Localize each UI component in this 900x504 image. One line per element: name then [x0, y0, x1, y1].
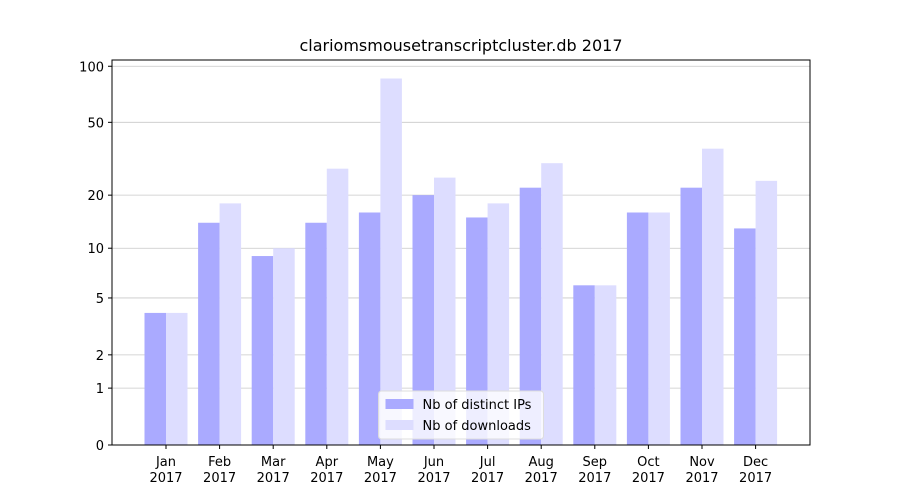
- x-tick-label: Jul 2017: [471, 455, 504, 486]
- bar: [166, 312, 188, 445]
- legend-label: Nb of downloads: [423, 419, 532, 434]
- bar: [380, 78, 402, 446]
- bar: [434, 177, 456, 445]
- bar: [144, 312, 166, 445]
- legend-box: [378, 390, 544, 440]
- x-tick-label: May 2017: [364, 455, 397, 486]
- y-tick-label: 50: [87, 116, 104, 131]
- y-tick-label: 20: [87, 189, 104, 204]
- bar: [251, 256, 274, 445]
- y-tick-label: 1: [96, 382, 104, 397]
- bar: [519, 187, 542, 446]
- bar: [273, 248, 295, 445]
- y-tick-label: 100: [79, 60, 104, 75]
- bar: [198, 222, 220, 445]
- bar: [412, 195, 434, 445]
- x-tick-label: Feb 2017: [203, 455, 236, 486]
- legend-swatch: [385, 399, 414, 409]
- x-tick-label: Oct 2017: [632, 455, 665, 486]
- bar: [466, 217, 488, 445]
- bar: [487, 203, 510, 445]
- bar: [755, 180, 778, 445]
- legend-swatch: [385, 420, 414, 430]
- legend-label: Nb of distinct IPs: [423, 398, 532, 413]
- y-tick-label: 10: [87, 242, 104, 257]
- x-tick-label: Nov 2017: [685, 455, 718, 486]
- x-tick-label: Jan 2017: [149, 455, 182, 486]
- x-tick-label: Sep 2017: [578, 455, 611, 486]
- bar: [358, 212, 381, 445]
- bar: [541, 163, 563, 445]
- y-tick-label: 0: [96, 439, 104, 454]
- bar: [326, 168, 349, 445]
- x-tick-label: Mar 2017: [257, 455, 290, 486]
- x-tick-label: Dec 2017: [739, 455, 772, 486]
- y-tick-label: 2: [96, 349, 104, 364]
- bar: [219, 203, 242, 445]
- bar: [702, 148, 724, 445]
- x-tick-label: Apr 2017: [310, 455, 343, 486]
- bar: [626, 212, 649, 445]
- bar: [648, 212, 670, 445]
- bar: [573, 285, 595, 445]
- bar: [680, 187, 702, 446]
- y-tick-label: 5: [96, 292, 104, 307]
- bar: [734, 228, 756, 445]
- x-tick-label: Jun 2017: [417, 455, 450, 486]
- bar: [305, 222, 327, 445]
- x-tick-label: Aug 2017: [525, 455, 558, 486]
- plot-frame: [111, 59, 811, 446]
- bar: [594, 285, 617, 445]
- chart-title: clariomsmousetranscriptcluster.db 2017: [299, 36, 622, 55]
